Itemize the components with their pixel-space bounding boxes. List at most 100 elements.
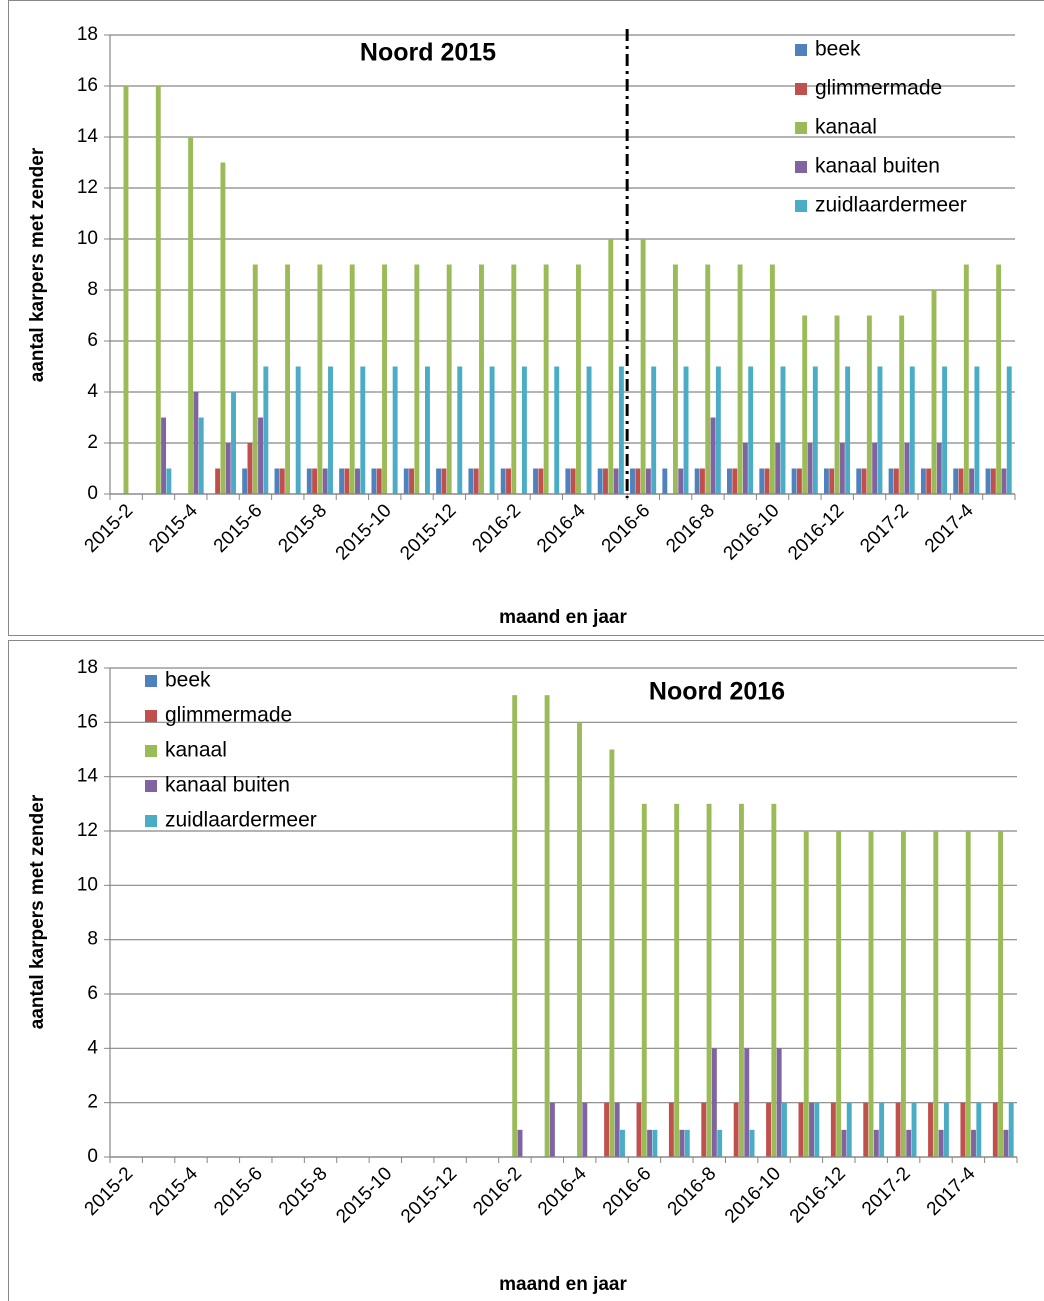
legend-swatch: [795, 83, 807, 95]
bar: [618, 366, 624, 494]
y-tick-label: 4: [87, 381, 98, 402]
y-tick-label: 10: [77, 874, 98, 895]
bar: [252, 264, 258, 494]
bar: [392, 366, 398, 494]
bar: [809, 1102, 814, 1157]
bar: [906, 1129, 912, 1157]
x-tick-label: 2015-12: [396, 500, 460, 564]
bar: [873, 1129, 879, 1157]
bar: [651, 366, 657, 494]
bar: [263, 366, 269, 494]
bar: [295, 366, 301, 494]
bar: [344, 468, 350, 494]
bar: [640, 239, 646, 494]
bar: [166, 468, 172, 494]
bar: [489, 366, 495, 494]
y-tick-label: 16: [77, 711, 98, 732]
x-tick-label: 2016-4: [534, 1163, 591, 1220]
y-tick-label: 14: [77, 126, 99, 147]
legend-swatch: [795, 122, 807, 134]
bar: [744, 1048, 750, 1157]
x-tick-label: 2016-8: [664, 1163, 721, 1220]
bar: [1003, 1129, 1009, 1157]
x-tick-label: 2017-4: [923, 1163, 980, 1220]
bar: [732, 468, 738, 494]
bar: [436, 468, 442, 494]
bar: [990, 468, 996, 494]
y-tick-label: 18: [77, 657, 98, 678]
bar: [306, 468, 312, 494]
y-tick-label: 16: [77, 75, 98, 96]
bar: [225, 443, 231, 494]
bar: [911, 1102, 917, 1157]
x-tick-label: 2016-10: [720, 500, 784, 564]
legend-swatch: [145, 780, 157, 792]
legend-label: beek: [815, 38, 861, 61]
legend-label: kanaal buiten: [165, 774, 290, 797]
legend-label: kanaal buiten: [815, 155, 940, 178]
bar: [839, 443, 845, 494]
bar: [603, 468, 608, 494]
bar: [841, 1129, 847, 1157]
bar: [231, 392, 236, 494]
bar: [963, 264, 969, 494]
bar: [533, 468, 538, 494]
bar: [706, 803, 712, 1157]
bar: [500, 468, 506, 494]
bar: [1001, 468, 1007, 494]
bar: [710, 417, 716, 494]
bar: [942, 366, 948, 494]
bar: [705, 264, 711, 494]
bar: [565, 468, 571, 494]
bar: [717, 1129, 723, 1157]
bar: [582, 1102, 588, 1157]
bar: [376, 468, 382, 494]
bar: [414, 264, 420, 494]
bar: [976, 1102, 982, 1157]
bar: [694, 468, 700, 494]
bar: [441, 468, 447, 494]
bar: [258, 417, 263, 494]
bar: [506, 468, 511, 494]
bar: [798, 1102, 804, 1157]
y-tick-label: 18: [77, 24, 98, 45]
bar: [425, 366, 430, 494]
bar: [652, 1129, 658, 1157]
bar: [872, 443, 878, 494]
bar: [647, 1129, 653, 1157]
bar: [604, 1102, 610, 1157]
bar: [845, 366, 851, 494]
y-tick-label: 2: [87, 1092, 98, 1113]
bar: [958, 468, 964, 494]
bar: [285, 264, 291, 494]
x-tick-label: 2016-12: [784, 500, 848, 564]
bar: [684, 1129, 690, 1157]
x-tick-label: 2016-12: [786, 1163, 850, 1227]
bar: [830, 1102, 836, 1157]
y-tick-label: 12: [77, 177, 98, 198]
bar: [674, 803, 680, 1157]
bar: [895, 1102, 901, 1157]
legend-label: zuidlaardermeer: [165, 809, 317, 832]
bar: [877, 366, 883, 494]
bar: [517, 1129, 523, 1157]
x-tick-label: 2016-6: [599, 1163, 656, 1220]
bar: [715, 366, 721, 494]
bar: [613, 468, 619, 494]
x-tick-label: 2015-10: [332, 1163, 396, 1227]
bar: [900, 831, 906, 1157]
bar: [766, 1102, 772, 1157]
bar: [931, 290, 937, 494]
legend-label: kanaal: [815, 116, 877, 139]
y-tick-label: 8: [87, 929, 98, 950]
bar: [521, 366, 527, 494]
x-tick-label: 2015-10: [332, 500, 396, 564]
bar: [586, 366, 592, 494]
chart-title: Noord 2015: [360, 39, 496, 67]
bar: [861, 468, 867, 494]
bar: [868, 831, 874, 1157]
bar: [511, 264, 517, 494]
bar: [727, 468, 732, 494]
bar: [322, 468, 328, 494]
legend-swatch: [795, 200, 807, 212]
